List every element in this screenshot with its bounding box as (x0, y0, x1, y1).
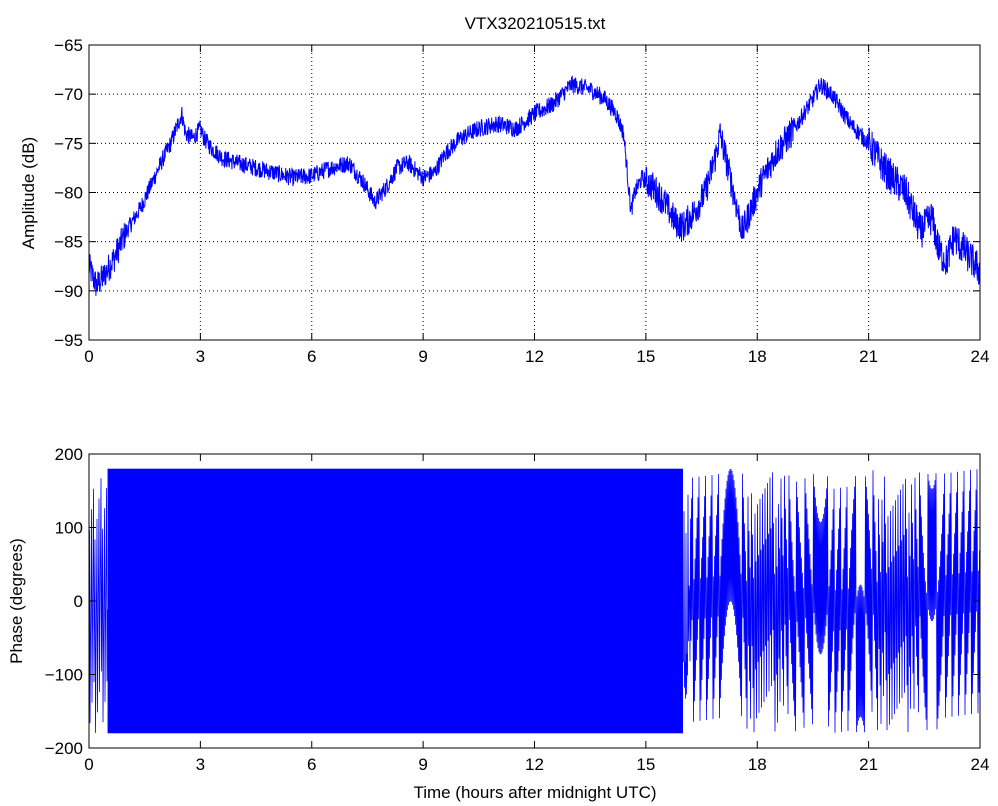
y-tick-label: −70 (54, 85, 83, 104)
x-tick-label: 18 (748, 755, 767, 774)
y-tick-label: −80 (54, 184, 83, 203)
amplitude-panel: 0 3 6 9 12 15 18 21 24 −95 −90 −85 −80 −75 −70 −65 Ampl… (19, 36, 989, 366)
phase-panel: 0 3 6 9 12 15 18 21 24 −200 −100 0 100 200 Phase (deg… (7, 445, 989, 802)
y-tick-label: −95 (54, 331, 83, 350)
x-tick-label: 18 (748, 347, 767, 366)
phase-y-axis-label: Phase (degrees) (7, 538, 26, 664)
x-tick-label: 6 (307, 755, 316, 774)
y-tick-label: −85 (54, 233, 83, 252)
x-tick-label: 6 (307, 347, 316, 366)
y-tick-label: −90 (54, 282, 83, 301)
x-tick-label: 9 (418, 347, 427, 366)
x-tick-label: 3 (196, 755, 205, 774)
x-tick-label: 21 (859, 755, 878, 774)
x-tick-label: 15 (636, 755, 655, 774)
x-tick-label: 24 (971, 755, 990, 774)
y-tick-label: 100 (55, 519, 83, 538)
x-tick-label: 24 (971, 347, 990, 366)
y-tick-label: 0 (74, 592, 83, 611)
amplitude-y-axis-label: Amplitude (dB) (19, 137, 38, 249)
y-tick-label: 200 (55, 445, 83, 464)
x-tick-label: 15 (636, 347, 655, 366)
x-tick-label: 3 (196, 347, 205, 366)
phase-series-line (88, 468, 981, 733)
y-tick-label: −65 (54, 36, 83, 55)
y-tick-label: −100 (45, 666, 83, 685)
y-tick-label: −200 (45, 739, 83, 758)
phase-x-axis-label: Time (hours after midnight UTC) (413, 783, 656, 802)
figure-title: VTX320210515.txt (465, 14, 606, 33)
amplitude-series-line (88, 75, 981, 296)
x-tick-label: 21 (859, 347, 878, 366)
y-tick-label: −75 (54, 134, 83, 153)
x-tick-label: 12 (525, 347, 544, 366)
phase-dense-band (107, 468, 683, 734)
x-tick-label: 0 (84, 347, 93, 366)
x-tick-label: 9 (418, 755, 427, 774)
x-tick-label: 12 (525, 755, 544, 774)
x-tick-label: 0 (84, 755, 93, 774)
